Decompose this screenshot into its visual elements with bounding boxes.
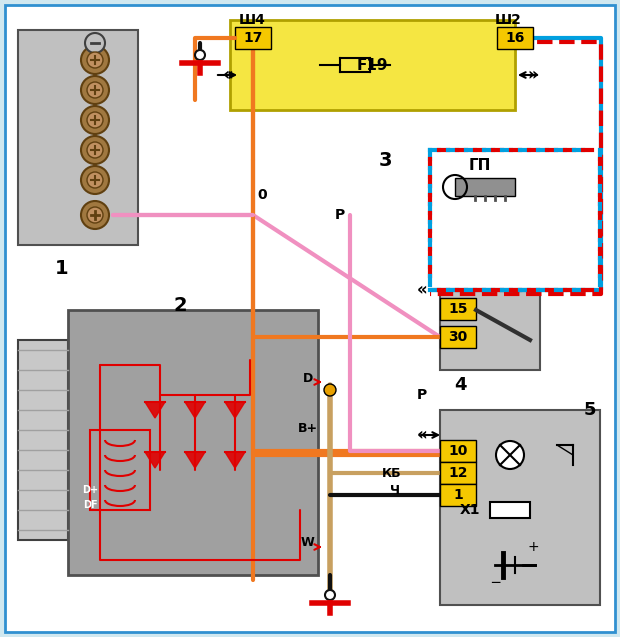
- Circle shape: [324, 384, 336, 396]
- Text: 3: 3: [378, 150, 392, 169]
- Circle shape: [87, 52, 103, 68]
- Bar: [18, 340, 68, 540]
- Bar: [497, 27, 533, 49]
- Bar: [440, 410, 600, 605]
- Circle shape: [195, 50, 205, 60]
- Bar: [440, 484, 476, 506]
- Circle shape: [87, 142, 103, 158]
- Text: 17: 17: [243, 31, 263, 45]
- Text: 2: 2: [173, 296, 187, 315]
- Circle shape: [81, 136, 109, 164]
- Bar: [455, 178, 515, 196]
- Bar: [440, 326, 476, 348]
- Text: 30: 30: [448, 330, 467, 344]
- Polygon shape: [145, 402, 165, 418]
- Text: B+: B+: [298, 422, 318, 434]
- Polygon shape: [225, 402, 245, 418]
- Bar: [90, 430, 150, 510]
- Text: F19: F19: [356, 57, 388, 73]
- Text: 10: 10: [448, 444, 467, 458]
- Text: Ш4: Ш4: [239, 13, 265, 27]
- Circle shape: [87, 112, 103, 128]
- Text: Ч: Ч: [390, 483, 400, 496]
- Text: «: «: [417, 281, 427, 299]
- Circle shape: [81, 76, 109, 104]
- Circle shape: [496, 441, 524, 469]
- Text: 16: 16: [505, 31, 525, 45]
- Text: 12: 12: [448, 466, 467, 480]
- Text: P: P: [335, 208, 345, 222]
- Text: +: +: [527, 540, 539, 554]
- Circle shape: [87, 172, 103, 188]
- Bar: [490, 502, 530, 518]
- Circle shape: [81, 106, 109, 134]
- Text: P: P: [417, 388, 427, 402]
- Text: X1: X1: [460, 503, 481, 517]
- Polygon shape: [185, 452, 205, 468]
- Bar: [440, 440, 476, 462]
- Polygon shape: [145, 452, 165, 468]
- Text: W: W: [301, 536, 315, 550]
- Text: »: »: [528, 66, 538, 84]
- Text: DF: DF: [82, 500, 97, 510]
- Circle shape: [81, 46, 109, 74]
- Bar: [235, 27, 271, 49]
- Text: 0: 0: [257, 188, 267, 202]
- Bar: [230, 20, 515, 110]
- Text: D: D: [303, 371, 313, 385]
- Text: «: «: [417, 426, 427, 444]
- Text: Ш2: Ш2: [495, 13, 521, 27]
- Text: D+: D+: [82, 485, 98, 495]
- Circle shape: [87, 207, 103, 223]
- Circle shape: [81, 201, 109, 229]
- Bar: [440, 462, 476, 484]
- Text: ─: ─: [491, 576, 499, 590]
- Text: ГП: ГП: [469, 157, 491, 173]
- Polygon shape: [557, 445, 573, 455]
- Bar: [68, 310, 318, 575]
- Text: 15: 15: [448, 302, 467, 316]
- Bar: [440, 298, 476, 320]
- Text: 4: 4: [454, 376, 466, 394]
- Text: 1: 1: [453, 488, 463, 502]
- Text: КБ: КБ: [382, 466, 402, 480]
- Bar: [18, 30, 138, 245]
- Text: «: «: [223, 66, 233, 84]
- Circle shape: [325, 590, 335, 600]
- Polygon shape: [225, 452, 245, 468]
- Polygon shape: [185, 402, 205, 418]
- Circle shape: [85, 33, 105, 53]
- Text: 1: 1: [55, 259, 69, 278]
- Text: 5: 5: [584, 401, 596, 419]
- Bar: [440, 290, 540, 370]
- Circle shape: [81, 166, 109, 194]
- Circle shape: [87, 82, 103, 98]
